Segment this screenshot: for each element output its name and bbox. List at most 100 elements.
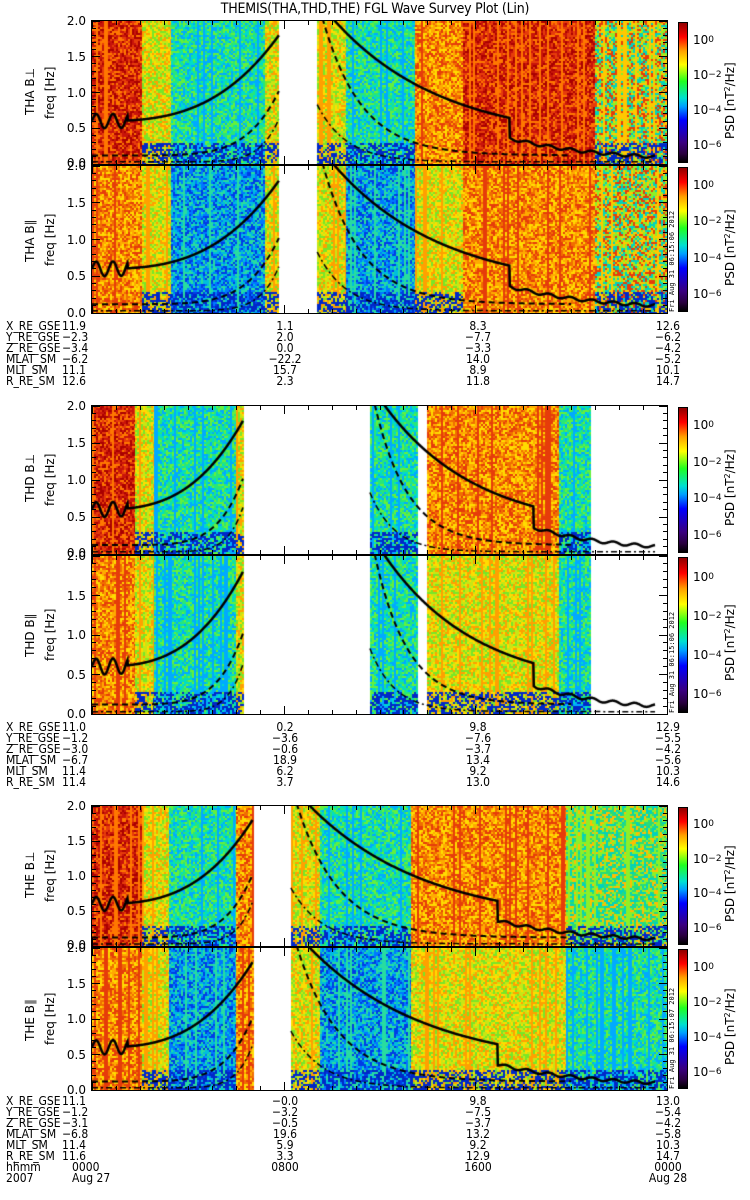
y-tick-mark	[659, 875, 667, 877]
y-tick-mark	[92, 464, 96, 466]
y-tick-mark	[663, 975, 667, 977]
x-tick-mark	[547, 160, 549, 164]
colorbar-title-unit: /Hz]	[723, 845, 737, 870]
y-tick-mark	[92, 666, 96, 668]
x-tick-mark	[139, 21, 141, 25]
ephemeris-value: −22.2	[268, 352, 302, 366]
x-tick-mark	[211, 942, 213, 946]
ephemeris-value: 11.4	[62, 775, 87, 789]
x-tick-mark	[139, 166, 141, 170]
colorbar-tick-exponent: −6	[708, 529, 722, 540]
x-tick-mark	[283, 948, 285, 956]
colorbar-tick-exponent: −2	[708, 853, 722, 864]
y-tick-mark	[663, 538, 667, 540]
x-tick-mark	[355, 166, 357, 170]
spectrogram-canvas	[92, 556, 667, 714]
y-tick-mark	[92, 41, 96, 43]
x-tick-mark	[163, 309, 165, 313]
y-tick-mark	[659, 442, 667, 444]
y-tick-mark	[663, 531, 667, 533]
x-tick-mark	[523, 406, 525, 410]
ephemeris-value: 12.6	[655, 319, 681, 333]
ephemeris-table: X_RE_GSE 11.0 0.2 9.8 12.9 Y_RE_GSE −1.2 −3.6 −7…	[0, 721, 750, 789]
x-tick-mark	[307, 556, 309, 560]
x-tick-mark	[619, 556, 621, 560]
y-tick-mark	[92, 56, 100, 58]
y-tick-mark	[92, 595, 100, 596]
colorbar-tick-exponent: −4	[708, 252, 722, 263]
date-row: 2007 Aug 27 Aug 28	[0, 1172, 750, 1184]
ephemeris-value: −5.8	[654, 1127, 682, 1141]
x-tick-mark	[355, 948, 357, 952]
colorbar-tick-exponent: 0	[708, 571, 715, 582]
colorbar-tick-base: 10	[693, 527, 709, 542]
x-tick-mark	[355, 21, 357, 25]
y-tick-mark	[92, 634, 100, 636]
colorbar-title-unit: /Hz]	[723, 449, 737, 474]
y-tick-label: 1.0	[66, 1012, 86, 1026]
x-tick-mark	[235, 21, 237, 25]
y-tick-mark	[92, 246, 96, 248]
x-tick-mark	[139, 309, 141, 313]
y-tick-mark	[663, 305, 667, 307]
panel-label: THA B⊥	[23, 67, 37, 115]
colorbar-tick-base: 10	[693, 67, 709, 82]
x-tick-mark	[667, 406, 668, 414]
x-tick-mark	[259, 550, 261, 554]
x-tick-mark	[115, 550, 117, 554]
x-tick-mark	[307, 550, 309, 554]
ephemeris-value: −5.5	[654, 731, 682, 745]
y-tick-mark	[92, 579, 96, 581]
colorbar-tick-label: 100	[693, 34, 714, 48]
x-tick-mark	[547, 710, 549, 714]
y-tick-mark	[659, 840, 667, 842]
x-tick-mark	[331, 160, 333, 164]
y-tick-mark	[663, 1082, 667, 1084]
x-tick-mark	[259, 1086, 261, 1090]
x-tick-mark	[499, 166, 501, 170]
y-tick-mark	[659, 983, 667, 984]
colorbar-tick-exponent: −2	[708, 216, 722, 227]
y-tick-mark	[663, 106, 667, 108]
y-tick-mark	[92, 861, 96, 863]
y-tick-mark	[92, 49, 96, 51]
y-tick-mark	[92, 202, 100, 204]
ephemeris-name: X_RE_GSE	[6, 1094, 61, 1108]
colorbar-tick-exponent: 0	[708, 420, 715, 431]
colorbar-tick-base: 10	[693, 886, 709, 901]
ephemeris-value: 3.3	[276, 1149, 294, 1163]
y-tick-mark	[663, 819, 667, 821]
x-tick-mark	[667, 305, 668, 313]
y-tick-mark	[92, 975, 96, 977]
x-tick-mark	[427, 550, 429, 554]
ephemeris-name: MLT_SM	[6, 764, 48, 778]
colorbar-title-exponent: 2	[723, 628, 732, 634]
x-tick-mark	[259, 166, 261, 170]
colorbar-title-unit: /Hz]	[723, 208, 737, 233]
x-tick-mark	[523, 160, 525, 164]
x-tick-mark	[619, 1086, 621, 1090]
y-tick-mark	[92, 538, 96, 540]
x-tick-mark	[187, 806, 189, 810]
x-tick-mark	[211, 550, 213, 554]
ephemeris-value: −3.6	[271, 731, 299, 745]
y-tick-mark	[663, 1068, 667, 1070]
y-tick-mark	[92, 70, 96, 72]
y-tick-mark	[663, 546, 667, 548]
y-tick-mark	[92, 268, 96, 270]
y-tick-mark	[92, 847, 96, 849]
ephemeris-row: R_RE_SM 12.6 2.3 11.8 14.7	[0, 375, 750, 387]
x-tick-mark	[92, 305, 93, 313]
y-tick-mark	[659, 56, 667, 58]
x-tick-mark	[643, 948, 645, 952]
y-tick-mark	[663, 650, 667, 652]
x-tick-mark	[475, 938, 477, 946]
y-tick-mark	[92, 77, 96, 79]
x-tick-mark	[259, 309, 261, 313]
y-tick-mark	[663, 253, 667, 255]
colorbar	[678, 807, 688, 945]
x-tick-mark	[92, 21, 93, 29]
x-tick-mark	[643, 406, 645, 410]
y-tick-mark	[663, 224, 667, 226]
ephemeris-value: 3.7	[276, 775, 294, 789]
